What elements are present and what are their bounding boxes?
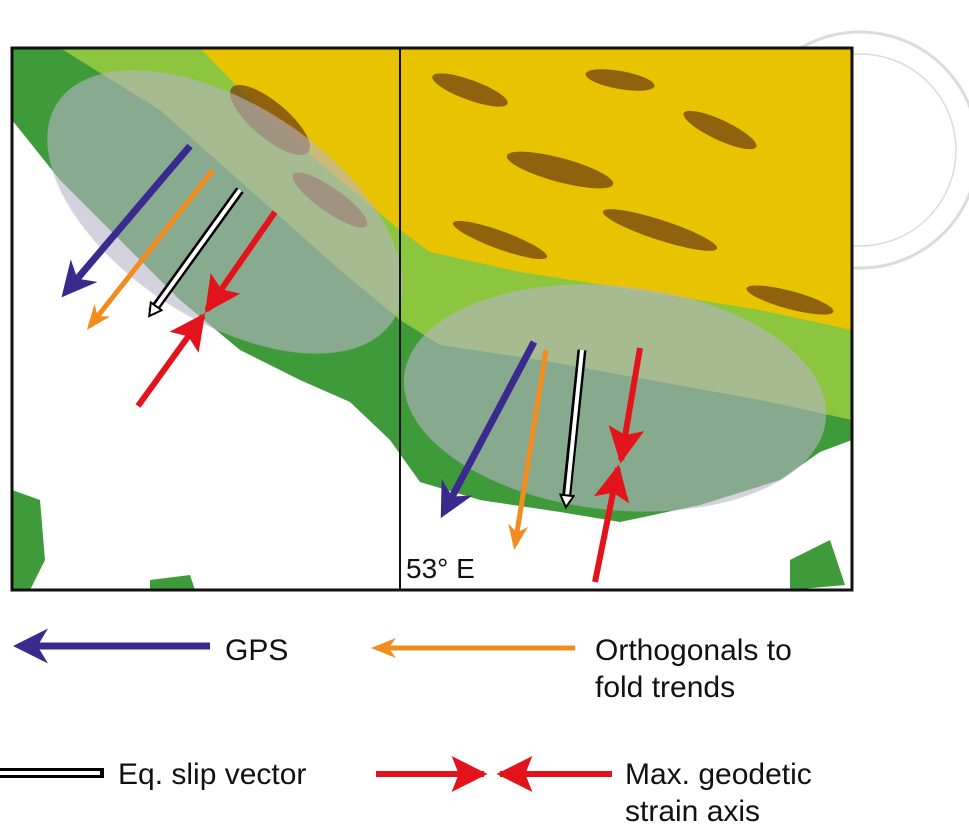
figure: 53° E GPS Orthogonals tofold trends Eq. …: [0, 0, 969, 834]
legend-label: GPS: [225, 634, 288, 667]
map: [0, 12, 852, 590]
page: {"map": {"longitude_label": "53° E"}, "l…: [0, 0, 969, 834]
legend-label: Eq. slip vector: [118, 758, 306, 791]
longitude-label: 53° E: [406, 553, 475, 584]
